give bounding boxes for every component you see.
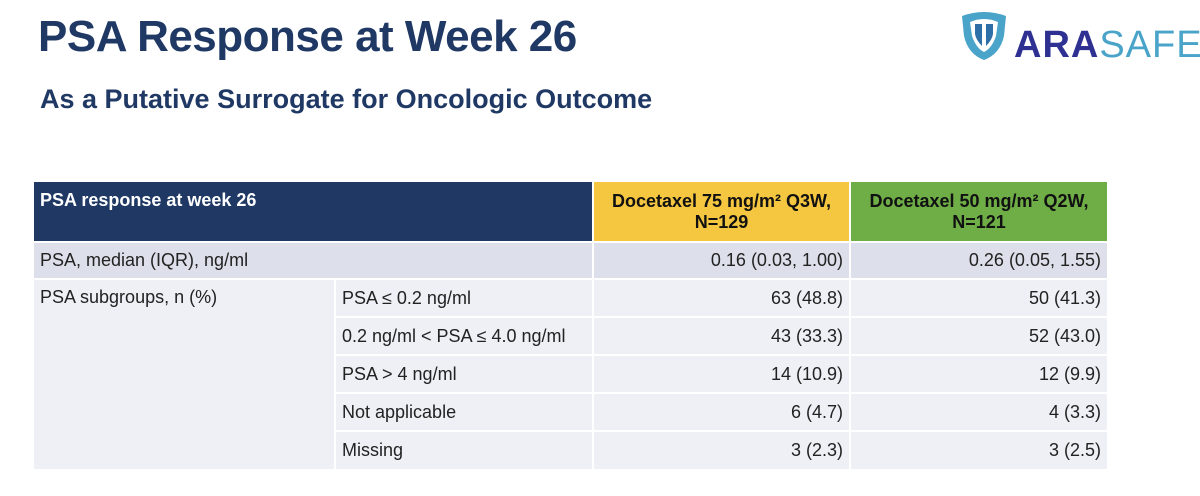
- slide-subtitle: As a Putative Surrogate for Oncologic Ou…: [40, 84, 653, 114]
- table-row: PSA subgroups, n (%) PSA ≤ 0.2 ng/ml 63 …: [34, 278, 1107, 469]
- logo-text: ARASAFE: [1014, 24, 1200, 67]
- subgroup-label: 0.2 ng/ml < PSA ≤ 4.0 ng/ml: [335, 316, 594, 355]
- subgroup-arm-a: 63 (48.8): [593, 278, 851, 317]
- table-row: Missing 3 (2.3) 3 (2.5): [34, 430, 1107, 469]
- table-row: PSA > 4 ng/ml 14 (10.9) 12 (9.9): [34, 354, 1107, 393]
- table-row-median: PSA, median (IQR), ng/ml 0.16 (0.03, 1.0…: [34, 241, 1107, 279]
- median-arm-b: 0.26 (0.05, 1.55): [850, 241, 1107, 279]
- table-header-row: PSA response at week 26 Docetaxel 75 mg/…: [34, 182, 1107, 242]
- subgroup-arm-b: 12 (9.9): [850, 354, 1107, 393]
- median-arm-a: 0.16 (0.03, 1.00): [593, 241, 851, 279]
- subgroup-arm-b: 50 (41.3): [850, 278, 1107, 317]
- logo-text-safe: SAFE: [1099, 24, 1200, 66]
- subgroup-arm-b: 4 (3.3): [850, 392, 1107, 431]
- shield-logo-icon: [962, 12, 1006, 60]
- subgroups-label: PSA subgroups, n (%): [34, 278, 336, 469]
- header-arm-b: Docetaxel 50 mg/m² Q2W, N=121: [850, 182, 1107, 242]
- header-arm-a-line1: Docetaxel 75 mg/m² Q3W,: [611, 190, 832, 211]
- table-row: 0.2 ng/ml < PSA ≤ 4.0 ng/ml 43 (33.3) 52…: [34, 316, 1107, 355]
- header-arm-a-line2: N=129: [694, 211, 749, 232]
- subgroup-label: Missing: [335, 430, 594, 469]
- subgroup-arm-b: 52 (43.0): [850, 316, 1107, 355]
- header-label: PSA response at week 26: [34, 182, 594, 242]
- arasafe-logo: ARASAFE: [958, 8, 1200, 68]
- header-arm-b-line2: N=121: [952, 211, 1006, 232]
- subgroup-arm-b: 3 (2.5): [850, 430, 1107, 469]
- subgroup-arm-a: 6 (4.7): [593, 392, 851, 431]
- subgroup-arm-a: 3 (2.3): [593, 430, 851, 469]
- subgroup-arm-a: 43 (33.3): [593, 316, 851, 355]
- table-row: Not applicable 6 (4.7) 4 (3.3): [34, 392, 1107, 431]
- subgroup-label: PSA ≤ 0.2 ng/ml: [335, 278, 594, 317]
- subgroup-label: PSA > 4 ng/ml: [335, 354, 594, 393]
- slide-title: PSA Response at Week 26: [38, 12, 577, 61]
- psa-response-table: PSA response at week 26 Docetaxel 75 mg/…: [34, 182, 1107, 469]
- header-arm-b-line1: Docetaxel 50 mg/m² Q2W,: [869, 190, 1089, 211]
- header-arm-a: Docetaxel 75 mg/m² Q3W, N=129: [593, 182, 851, 242]
- subgroup-arm-a: 14 (10.9): [593, 354, 851, 393]
- logo-text-ara: ARA: [1014, 24, 1100, 66]
- median-label: PSA, median (IQR), ng/ml: [34, 241, 594, 279]
- subgroup-label: Not applicable: [335, 392, 594, 431]
